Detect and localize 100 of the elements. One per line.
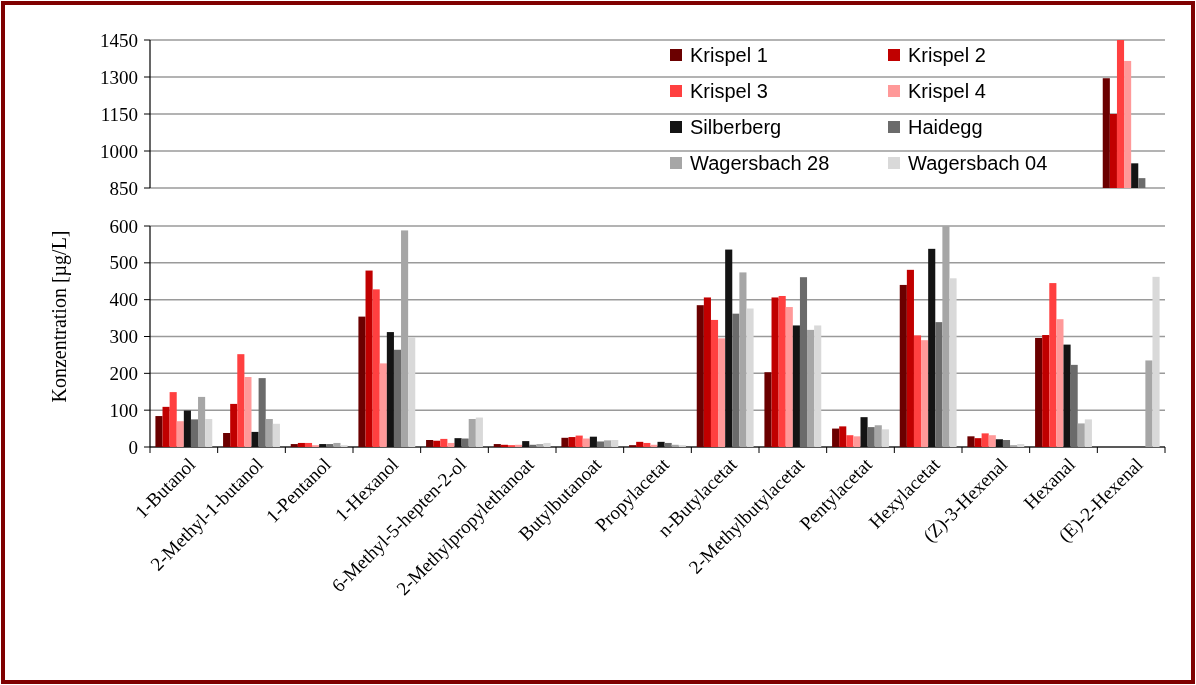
y-axis-title: Konzentration [µg/L] xyxy=(48,230,71,403)
bar xyxy=(643,442,651,447)
bar xyxy=(379,363,387,447)
bar xyxy=(426,440,434,447)
bar xyxy=(258,378,266,447)
bar xyxy=(244,377,252,447)
bar xyxy=(176,421,184,447)
bar xyxy=(290,444,298,447)
bar xyxy=(183,410,191,447)
bar xyxy=(981,433,989,447)
bar xyxy=(596,441,605,447)
bar xyxy=(230,403,238,447)
bar xyxy=(1049,283,1057,447)
bar xyxy=(333,442,341,447)
bar xyxy=(874,425,882,447)
bar xyxy=(928,248,936,447)
bar xyxy=(1077,423,1085,447)
bar xyxy=(1152,276,1160,447)
bar xyxy=(664,442,672,447)
bar xyxy=(468,419,476,447)
bar xyxy=(1042,335,1050,447)
bar xyxy=(408,337,416,447)
bar xyxy=(792,325,800,447)
bar xyxy=(372,289,380,447)
bar xyxy=(967,436,975,447)
bar xyxy=(703,297,711,447)
bar xyxy=(440,438,448,447)
bar xyxy=(839,426,847,447)
bar xyxy=(493,444,501,447)
bar xyxy=(881,429,889,447)
bar xyxy=(272,423,280,447)
bar xyxy=(604,440,612,447)
bar xyxy=(860,417,868,447)
bar xyxy=(657,441,665,447)
y-tick-label: 0 xyxy=(128,436,138,458)
bar xyxy=(846,435,854,447)
bar xyxy=(710,319,719,447)
y-tick-label: 1150 xyxy=(100,103,138,125)
bar xyxy=(949,278,957,447)
legend-label: Krispel 2 xyxy=(908,44,986,66)
bar xyxy=(365,270,373,447)
bar xyxy=(575,435,583,447)
bar xyxy=(1017,444,1025,447)
bar xyxy=(1063,344,1071,447)
bar xyxy=(771,297,779,447)
bar xyxy=(650,444,658,447)
bar xyxy=(386,332,394,447)
bar xyxy=(696,305,704,447)
legend-label: Wagersbach 28 xyxy=(690,152,830,174)
bar xyxy=(974,438,982,447)
bar xyxy=(561,437,569,447)
legend-label: Krispel 3 xyxy=(690,80,768,102)
bar xyxy=(799,277,808,447)
bar xyxy=(913,335,922,447)
bar xyxy=(732,313,740,447)
y-tick-label: 300 xyxy=(109,326,138,348)
bar xyxy=(543,442,551,447)
bar xyxy=(611,440,619,447)
y-tick-label: 500 xyxy=(109,252,138,274)
bar xyxy=(304,442,313,447)
bar xyxy=(906,269,914,447)
bar xyxy=(899,284,907,447)
bar xyxy=(265,419,273,447)
y-tick-label: 1450 xyxy=(100,29,138,51)
bar xyxy=(582,438,590,447)
bar xyxy=(1002,440,1011,447)
bar xyxy=(568,437,576,447)
bar xyxy=(636,441,644,447)
bar xyxy=(522,441,530,447)
bar xyxy=(162,406,170,447)
bar xyxy=(725,249,733,447)
legend-label: Wagersbach 04 xyxy=(908,152,1048,174)
y-tick-label: 100 xyxy=(109,399,138,421)
bar xyxy=(718,338,726,447)
bar xyxy=(746,308,754,447)
legend-label: Krispel 1 xyxy=(690,44,768,66)
y-tick-label: 600 xyxy=(109,215,138,237)
bar xyxy=(832,428,840,447)
bar xyxy=(475,417,483,447)
bar xyxy=(319,444,327,447)
legend-label: Haidegg xyxy=(908,116,983,138)
y-tick-label: 400 xyxy=(109,289,138,311)
bar xyxy=(867,427,875,447)
y-tick-label: 1000 xyxy=(100,140,138,162)
bar xyxy=(190,419,199,447)
bar xyxy=(1070,364,1078,447)
bar xyxy=(589,436,597,447)
bar xyxy=(169,392,177,447)
bar xyxy=(814,325,822,447)
bar xyxy=(935,322,943,447)
bar xyxy=(447,442,455,447)
bar xyxy=(1056,319,1064,447)
bar xyxy=(785,307,793,447)
bar xyxy=(921,340,929,447)
bar xyxy=(988,435,996,447)
bar xyxy=(237,354,245,447)
bar xyxy=(326,444,334,447)
bar xyxy=(807,329,815,447)
y-tick-label: 200 xyxy=(109,362,138,384)
bar xyxy=(536,444,544,447)
